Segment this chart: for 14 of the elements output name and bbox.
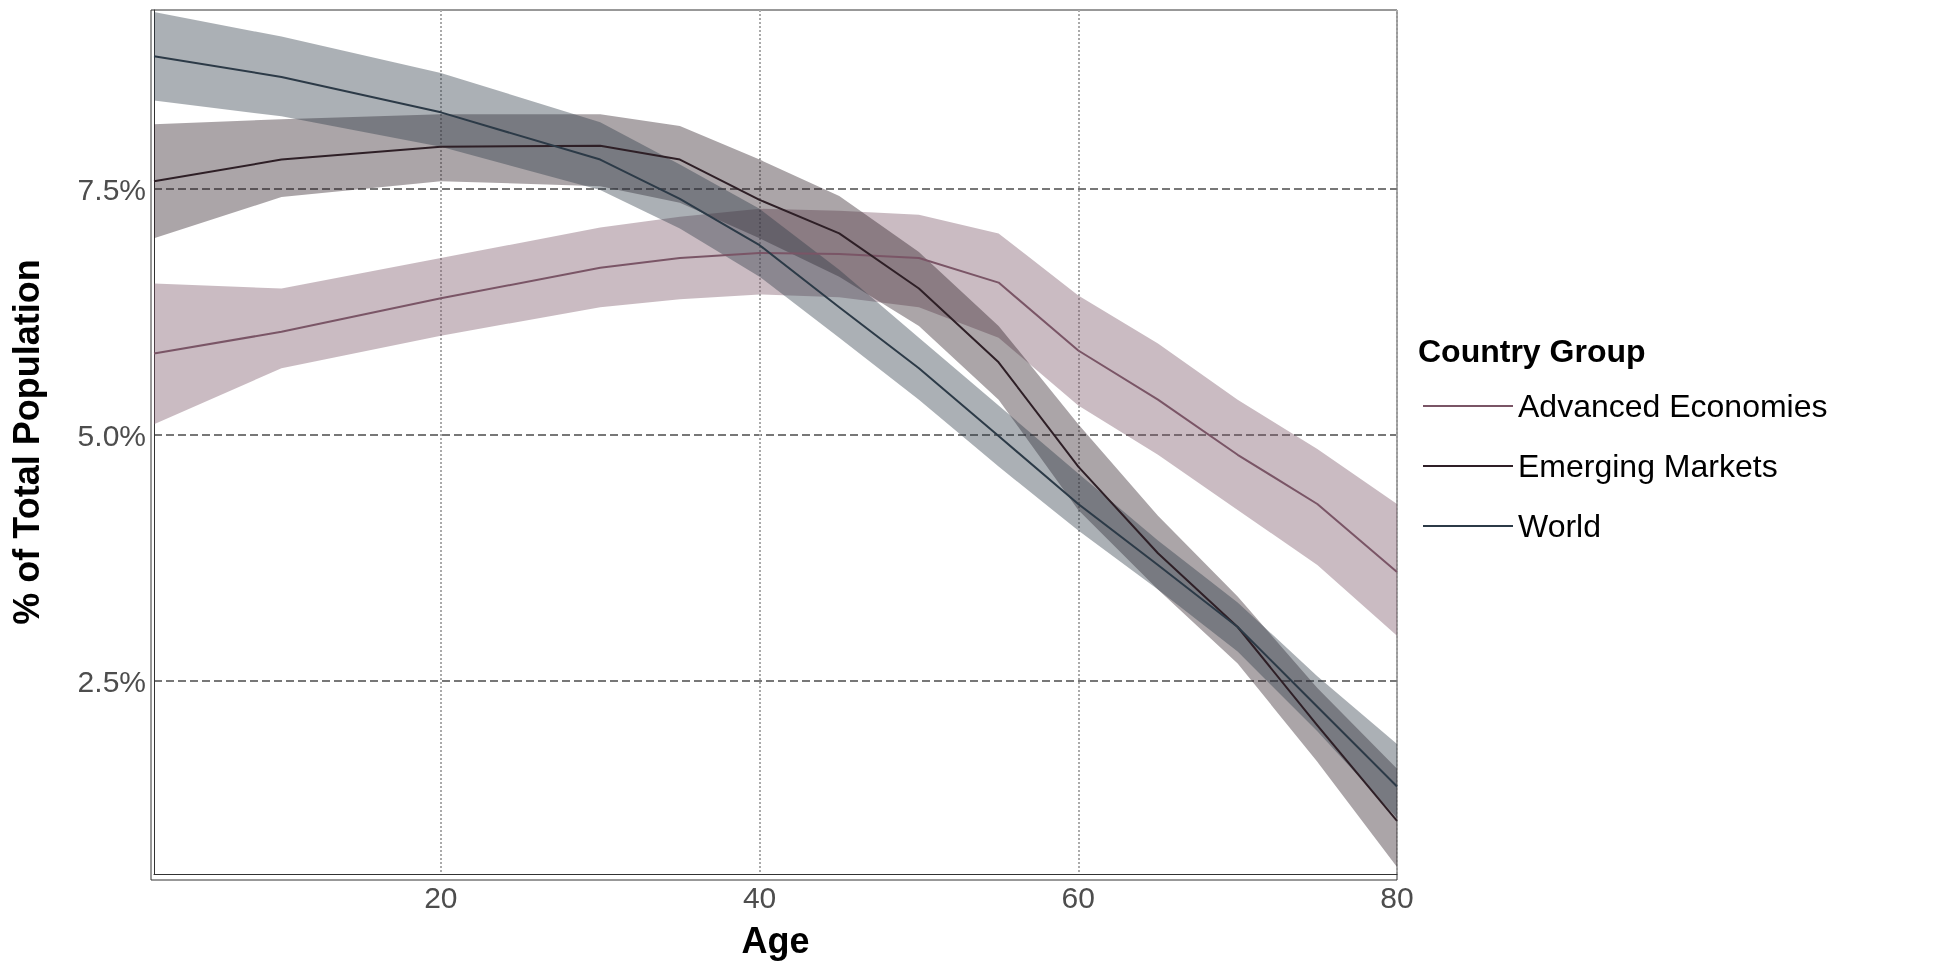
line-series: [153, 252, 1398, 573]
y-tick-label: 2.5%: [77, 664, 146, 698]
x-tick-label: 20: [424, 880, 458, 914]
y-axis-title: % of Total Population: [5, 259, 47, 625]
y-tick-label: 7.5%: [77, 172, 146, 206]
legend-label: Emerging Markets: [1518, 448, 1778, 484]
y-tick-label: 5.0%: [77, 418, 146, 452]
legend-label: World: [1518, 508, 1601, 544]
x-axis-title: Age: [741, 919, 810, 961]
legend-label: Advanced Economies: [1518, 388, 1828, 424]
x-tick-label: 40: [742, 880, 777, 914]
x-tick-label: 80: [1380, 880, 1414, 914]
x-tick-label: 60: [1061, 880, 1095, 914]
legend-title: Country Group: [1418, 333, 1646, 369]
